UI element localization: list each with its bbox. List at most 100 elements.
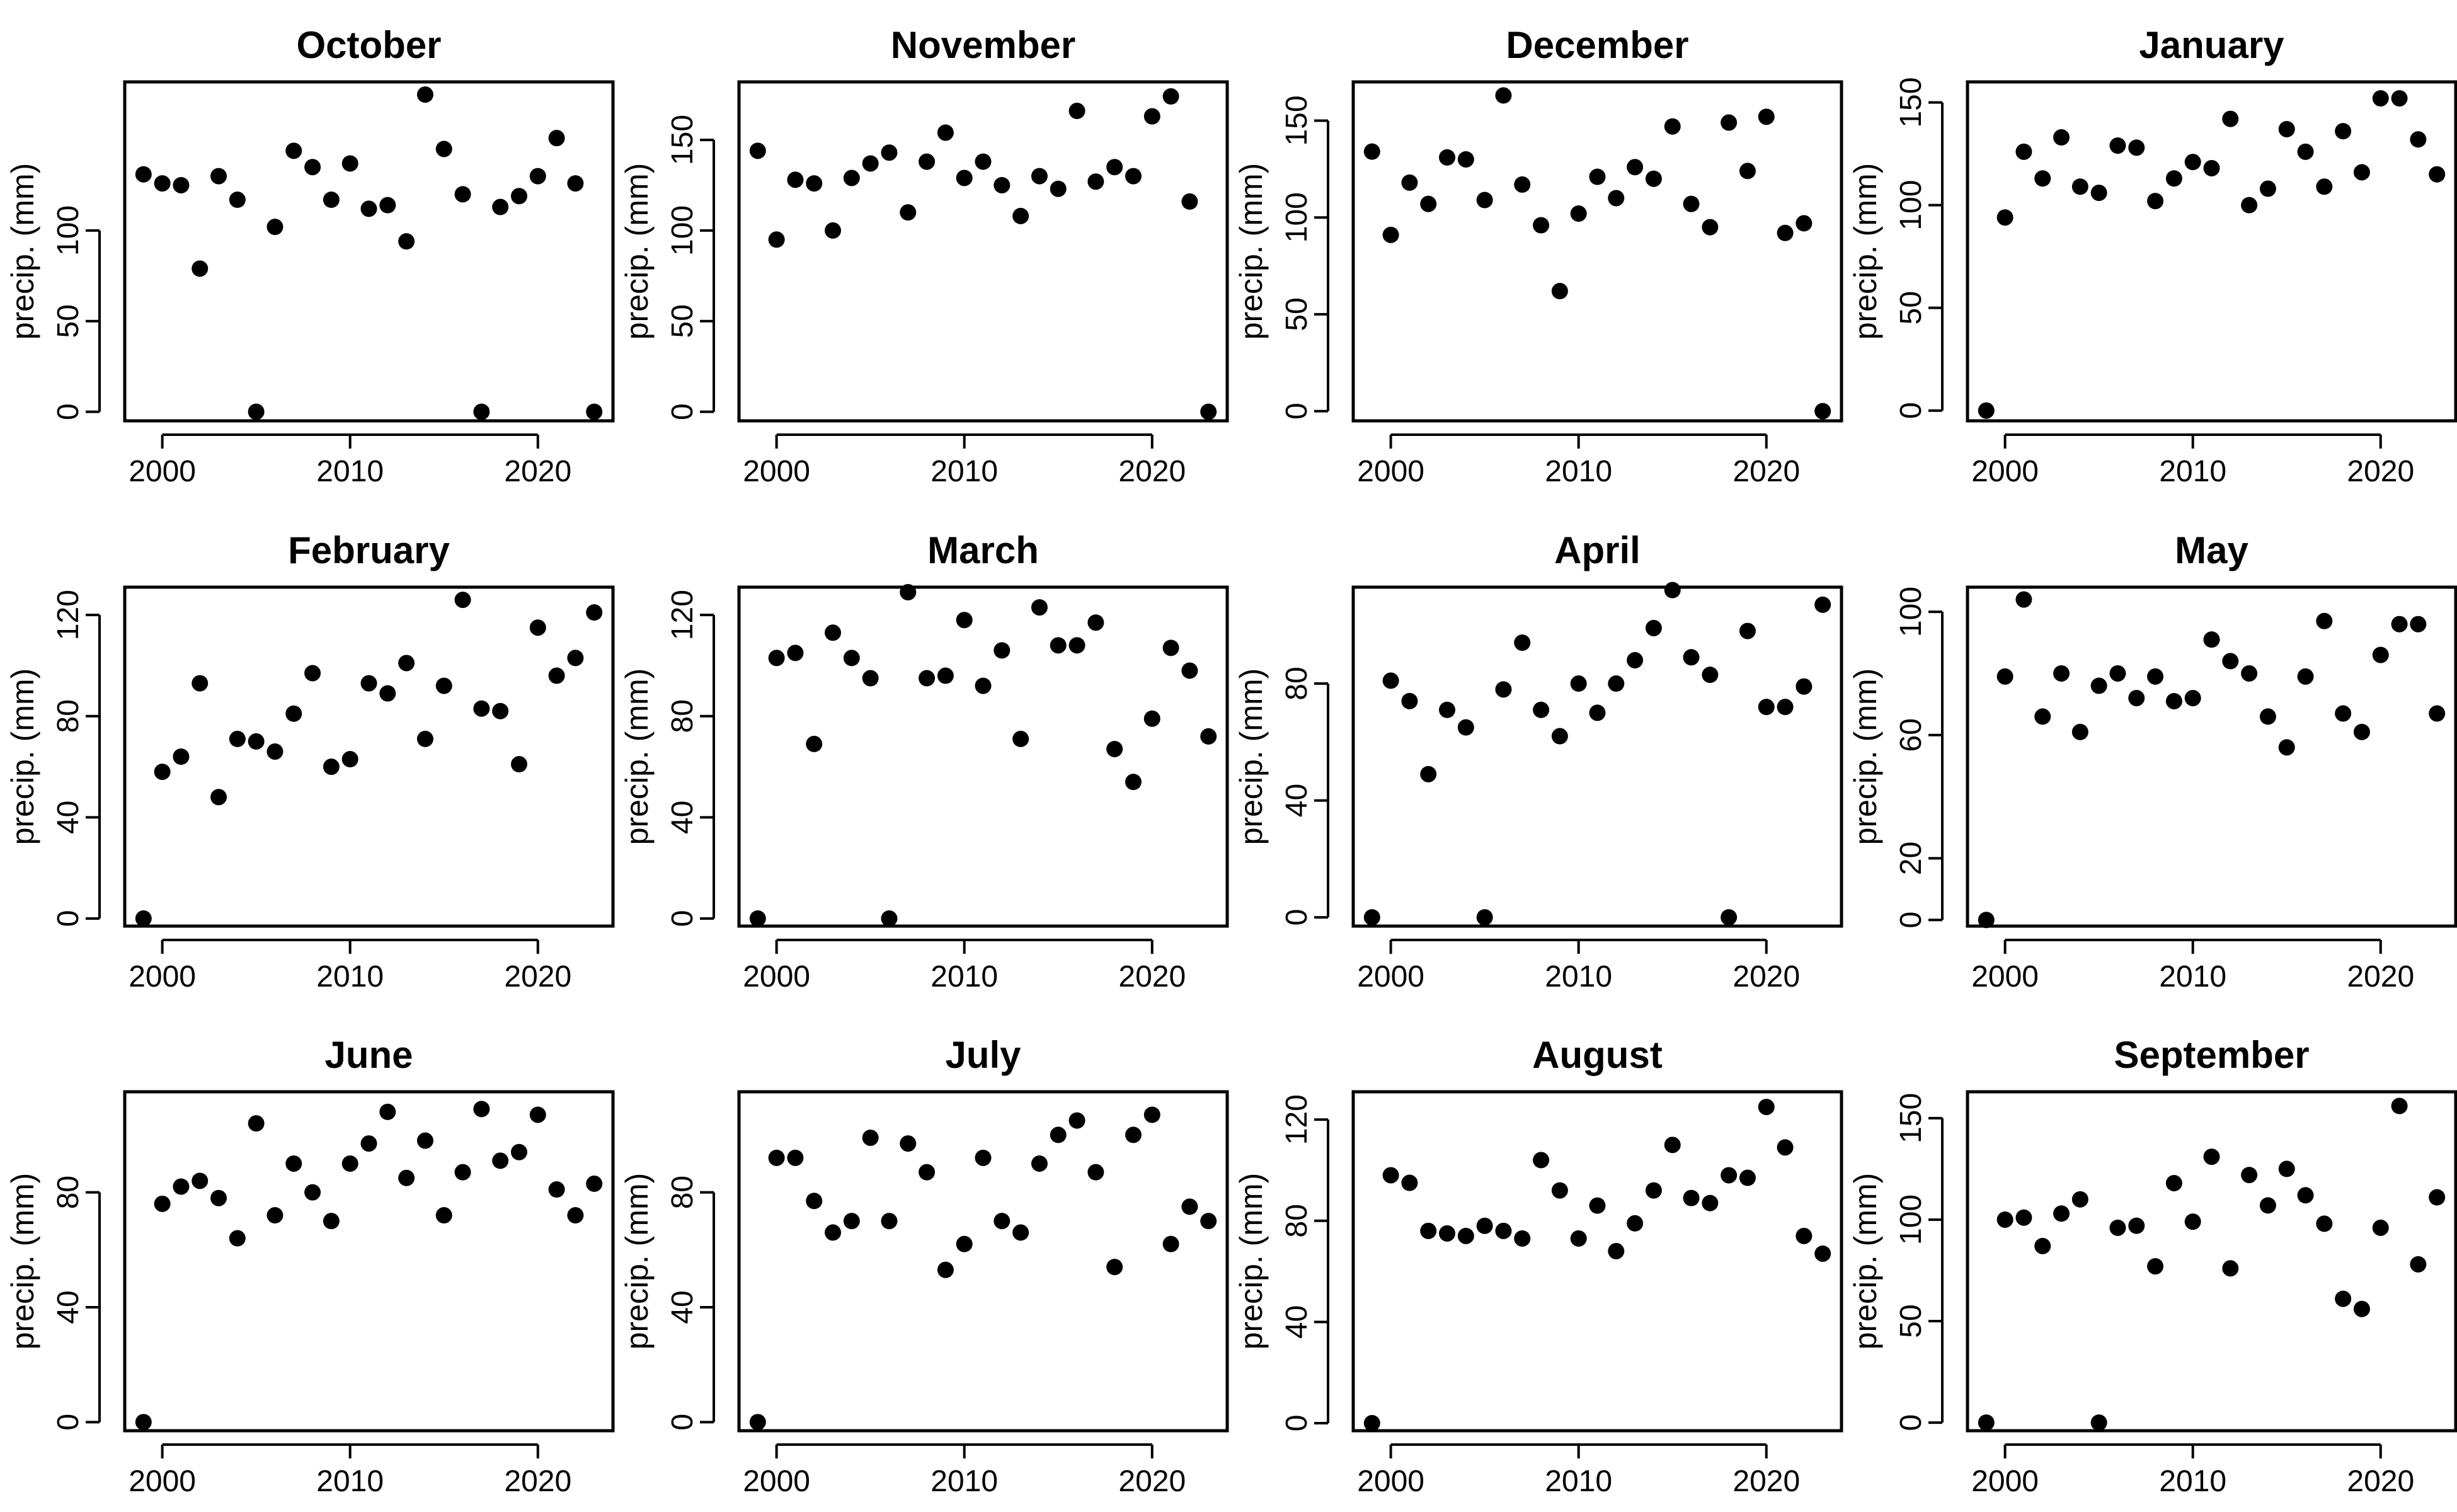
- data-point: [1739, 1169, 1756, 1186]
- x-tick-label: 2000: [129, 455, 196, 488]
- data-point: [379, 685, 396, 702]
- data-point: [1796, 678, 1813, 695]
- data-point: [304, 665, 321, 682]
- data-point: [1012, 207, 1029, 224]
- x-tick-label: 2020: [1118, 1465, 1186, 1498]
- data-point: [473, 700, 490, 717]
- y-tick-label: 0: [666, 1414, 699, 1431]
- data-point: [266, 1207, 284, 1224]
- data-point: [1363, 909, 1380, 926]
- y-axis-label: precip. (mm): [5, 668, 40, 845]
- data-point: [881, 144, 898, 161]
- data-point: [1143, 1106, 1160, 1123]
- data-point: [2128, 1217, 2145, 1234]
- x-tick-label: 2020: [1118, 455, 1186, 488]
- plot-frame: [123, 1090, 615, 1433]
- y-tick-label: 100: [1894, 180, 1928, 231]
- plot-frame: [1351, 80, 1843, 423]
- data-point: [2203, 1148, 2220, 1166]
- data-point: [398, 233, 415, 250]
- data-point: [435, 140, 452, 158]
- data-point: [454, 1164, 471, 1181]
- data-point: [1200, 403, 1217, 420]
- data-point: [1031, 1155, 1048, 1172]
- data-point: [1476, 1217, 1493, 1234]
- data-point: [1796, 215, 1813, 232]
- data-point: [135, 1414, 152, 1431]
- y-axis-label: precip. (mm): [1234, 668, 1269, 845]
- data-point: [1068, 103, 1085, 120]
- panel-june: June precip. (mm) 0 40 80 2000 2010 2020: [5, 1034, 615, 1498]
- data-point: [2241, 665, 2258, 682]
- data-point: [2165, 1174, 2182, 1191]
- data-point: [1645, 619, 1662, 636]
- data-point: [994, 642, 1011, 659]
- panel-july: July precip. (mm) 0 40 80 2000 2010 2020: [619, 1034, 1229, 1498]
- data-point: [2391, 90, 2408, 107]
- data-point: [975, 153, 992, 170]
- data-point: [1420, 195, 1437, 212]
- data-point: [1533, 1152, 1550, 1169]
- data-point: [1031, 168, 1048, 185]
- data-point: [2203, 631, 2220, 648]
- data-point: [1664, 581, 1681, 598]
- x-tick-label: 2010: [316, 960, 384, 994]
- data-point: [1645, 1182, 1662, 1199]
- x-tick-label: 2010: [931, 455, 998, 488]
- data-point: [510, 756, 527, 773]
- y-axis-label: precip. (mm): [1234, 1173, 1269, 1350]
- data-point: [862, 155, 879, 172]
- data-point: [529, 168, 546, 185]
- data-point: [1627, 1215, 1644, 1232]
- data-point: [2147, 668, 2164, 685]
- data-point: [900, 1135, 917, 1152]
- data-point: [2184, 154, 2201, 171]
- data-point: [1162, 1235, 1179, 1252]
- data-point: [360, 1135, 377, 1152]
- data-point: [1777, 224, 1794, 241]
- data-point: [586, 604, 603, 621]
- data-point: [1739, 163, 1756, 180]
- data-point: [1796, 1227, 1813, 1244]
- panel-february: February precip. (mm) 0 40 80 120 2000 2010 2020: [5, 529, 615, 994]
- data-point: [1106, 740, 1123, 757]
- data-point: [210, 168, 227, 185]
- data-point: [135, 166, 152, 183]
- data-point: [492, 1152, 509, 1169]
- x-tick-label: 2000: [1357, 455, 1424, 488]
- data-point: [2241, 1167, 2258, 1184]
- plot-frame: [123, 80, 615, 423]
- panel-november: November precip. (mm) 0 50 100 150 2000 2010 202…: [619, 24, 1229, 488]
- y-axis-label: precip. (mm): [619, 1173, 655, 1350]
- data-point: [862, 670, 879, 687]
- data-point: [1814, 403, 1831, 420]
- data-point: [2165, 170, 2182, 187]
- x-tick-label: 2010: [931, 960, 998, 994]
- data-point: [2053, 1205, 2070, 1222]
- data-point: [1551, 728, 1568, 745]
- data-point: [1382, 1167, 1399, 1184]
- data-point: [1996, 209, 2013, 226]
- data-point: [2241, 197, 2258, 214]
- data-point: [454, 592, 471, 609]
- x-tick-label: 2000: [1971, 455, 2039, 488]
- data-point: [1181, 662, 1198, 679]
- data-point: [1645, 170, 1662, 187]
- data-point: [173, 748, 190, 765]
- y-tick-label: 120: [52, 590, 85, 640]
- data-point: [1608, 190, 1625, 207]
- data-point: [1476, 909, 1493, 926]
- data-point: [749, 142, 766, 159]
- data-point: [2297, 143, 2314, 160]
- data-point: [2353, 1300, 2370, 1317]
- x-tick-label: 2020: [2347, 455, 2414, 488]
- data-point: [919, 1164, 936, 1181]
- data-point: [2034, 1237, 2051, 1254]
- y-axis-label: precip. (mm): [1848, 668, 1883, 845]
- data-point: [2372, 1219, 2389, 1236]
- data-point: [2165, 692, 2182, 709]
- data-point: [173, 176, 190, 193]
- data-point: [1978, 402, 1995, 419]
- data-point: [749, 1414, 766, 1431]
- panel-september: September precip. (mm) 0 50 100 150 2000 2010 20…: [1848, 1034, 2457, 1498]
